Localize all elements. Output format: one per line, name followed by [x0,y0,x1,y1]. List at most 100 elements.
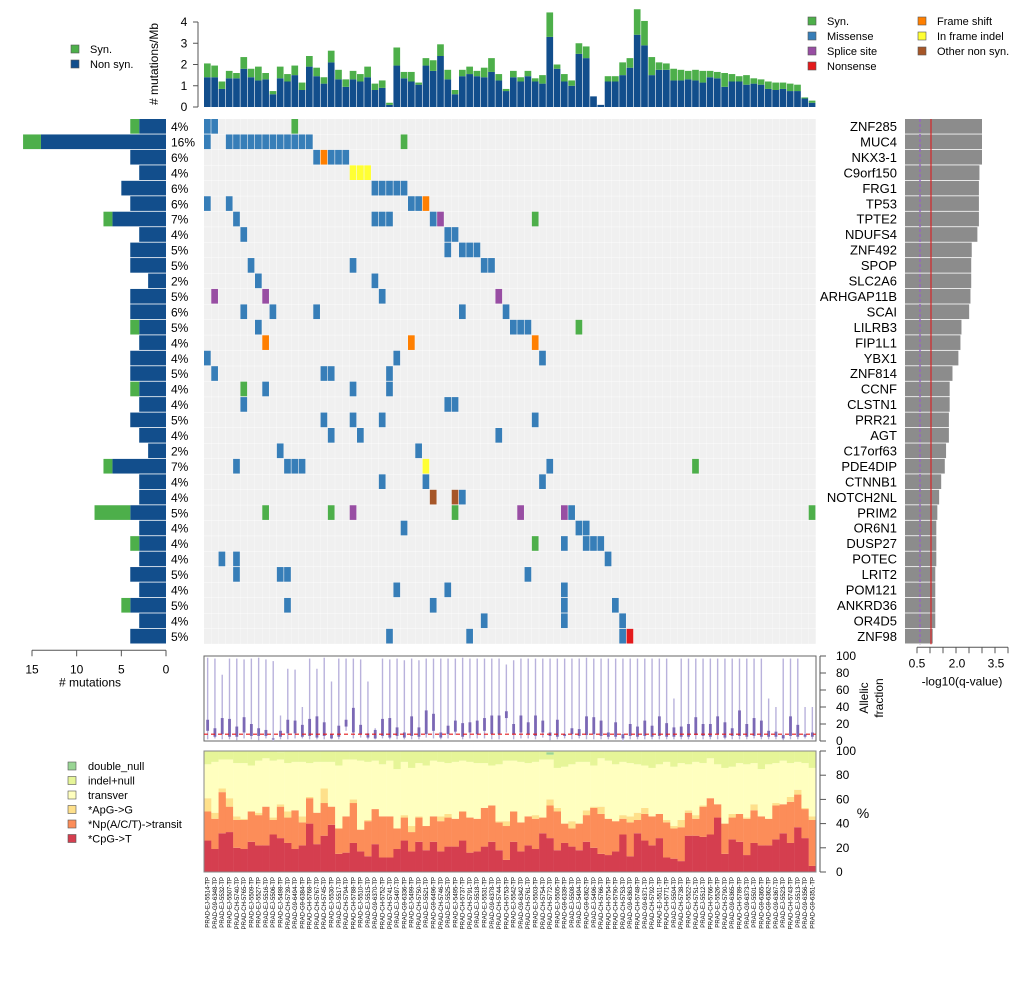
rate-bar-nonsyn [524,76,532,107]
matrix-cell-empty [415,381,423,397]
rate-bar-syn [349,70,357,80]
matrix-cell-empty [204,397,211,413]
matrix-cell-empty [480,119,488,135]
matrix-cell-empty [313,582,321,598]
matrix-cell-empty [786,458,794,474]
spectrum-seg-0 [495,850,503,872]
matrix-cell-empty [604,628,612,644]
matrix-cell-empty [218,350,226,366]
matrix-cell-empty [546,628,554,644]
matrix-cell-empty [648,273,656,289]
matrix-cell-empty [378,428,386,444]
gene-percent-label: 4% [171,584,189,598]
matrix-cell-empty [306,165,313,181]
matrix-cell-empty [240,443,248,459]
matrix-cell-empty [218,258,226,274]
matrix-cell-empty [706,288,714,304]
matrix-cell-empty [444,551,452,567]
matrix-cell-empty [677,149,685,165]
matrix-cell-empty [670,412,678,428]
matrix-cell-empty [699,288,707,304]
matrix-cell-empty [510,443,517,459]
spectrum-seg-0 [524,845,533,872]
spectrum-seg-5 [546,752,554,755]
matrix-cell-empty [218,165,226,181]
matrix-cell-empty [626,443,634,459]
matrix-cell-empty [211,134,219,150]
matrix-cell-empty [262,567,270,583]
gene-percent-label: 4% [171,352,189,366]
matrix-cell-empty [378,196,386,212]
matrix-cell-empty [276,397,284,413]
spectrum-seg-4 [626,751,635,764]
spectrum-seg-3 [393,769,401,829]
matrix-cell-empty [218,149,226,165]
matrix-cell-empty [655,211,663,227]
matrix-cell-empty [801,536,809,552]
matrix-cell-empty [590,412,598,428]
matrix-cell-empty [473,149,481,165]
rate-bar-syn [743,75,750,85]
rate-bar-syn [779,82,787,89]
matrix-cell-empty [480,597,488,613]
matrix-cell-empty [757,628,765,644]
matrix-cell-empty [225,242,233,258]
matrix-cell-empty [429,567,437,583]
matrix-cell-empty [473,536,481,552]
matrix-cell-empty [546,242,554,258]
matrix-cell-empty [204,474,211,490]
matrix-cell-missense [291,458,299,474]
spectrum-seg-1 [459,811,467,841]
matrix-cell-empty [750,335,758,351]
matrix-cell-empty [320,536,328,552]
matrix-cell-empty [612,258,619,274]
matrix-cell-empty [393,319,401,335]
matrix-cell-empty [276,381,284,397]
matrix-cell-empty [772,505,780,521]
qvalue-bar [905,474,942,489]
rate-bar-syn [633,9,641,35]
legend-swatch-spectrum [67,761,77,771]
matrix-cell-empty [641,149,649,165]
sample-label: PRAD-CH-5744-TP [497,877,503,929]
matrix-cell-empty [568,196,576,212]
matrix-cell-empty [444,428,452,444]
matrix-cell-empty [291,597,299,613]
matrix-cell-empty [444,350,452,366]
matrix-cell-empty [597,258,605,274]
matrix-cell-empty [495,505,503,521]
matrix-cell-empty [728,443,736,459]
matrix-cell-empty [728,582,736,598]
legend-swatch-nonsense [807,61,817,71]
matrix-cell-empty [255,613,262,629]
matrix-cell-empty [429,258,437,274]
matrix-cell-empty [306,520,313,536]
matrix-cell-empty [539,536,547,552]
matrix-cell-empty [568,474,576,490]
spectrum-seg-4 [612,751,620,765]
matrix-cell-empty [655,319,663,335]
spectrum-seg-1 [510,811,518,842]
matrix-cell-empty [801,551,809,567]
matrix-cell-empty [240,165,248,181]
sample-label: PRAD-CH-5750-TP [417,877,423,929]
gene-percent-label: 7% [171,213,189,227]
matrix-cell-empty [349,335,357,351]
matrix-cell-empty [779,366,787,382]
matrix-cell-empty [808,196,816,212]
matrix-cell-empty [670,597,678,613]
matrix-cell-empty [451,381,459,397]
gene-name-label: PDE4DIP [841,459,897,474]
matrix-cell-empty [240,474,248,490]
matrix-cell-empty [335,613,343,629]
matrix-cell-empty [779,474,787,490]
matrix-cell-empty [714,412,721,428]
matrix-cell-empty [677,443,685,459]
matrix-cell-empty [517,474,525,490]
spectrum-seg-2 [269,817,278,820]
rate-bar-syn [473,70,481,77]
matrix-cell-empty [284,319,292,335]
matrix-cell-empty [561,428,568,444]
matrix-cell-empty [663,149,670,165]
